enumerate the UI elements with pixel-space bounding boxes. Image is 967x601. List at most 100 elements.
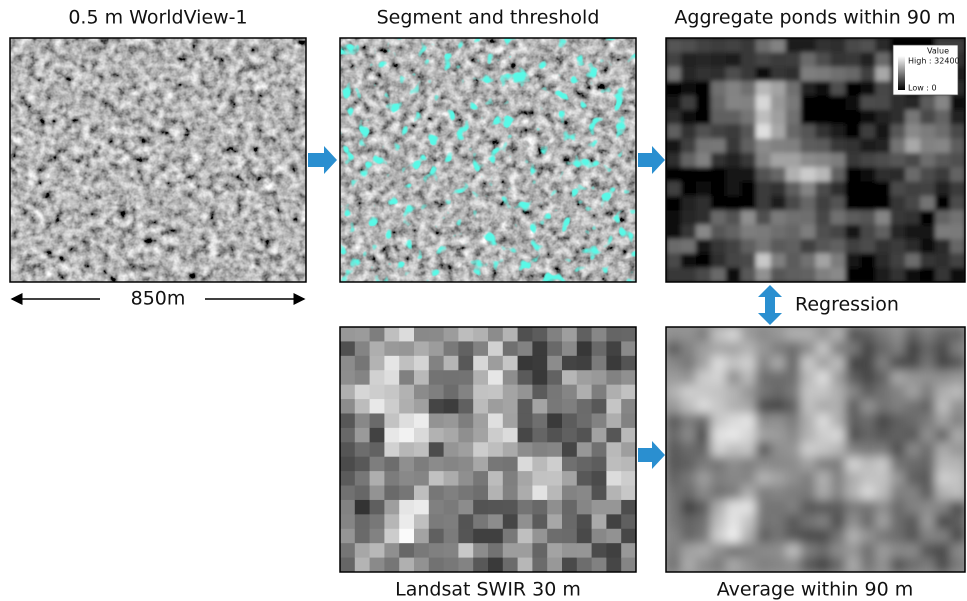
pixel: [845, 225, 861, 240]
pixel: [696, 52, 712, 67]
pixel: [726, 457, 742, 472]
pixel: [890, 210, 906, 225]
pixel: [711, 529, 727, 544]
pixel: [503, 457, 518, 472]
pixel: [399, 413, 414, 428]
pixel: [950, 500, 966, 515]
pixel: [905, 514, 921, 529]
pixel: [950, 399, 966, 414]
pixel: [890, 558, 906, 573]
pixel: [860, 153, 876, 168]
pixel: [950, 225, 966, 240]
pixel: [518, 370, 533, 385]
pixel: [696, 543, 712, 558]
pixel: [816, 385, 832, 400]
pixel: [950, 356, 966, 371]
pixel: [606, 486, 621, 501]
pixel: [681, 514, 697, 529]
pixel: [726, 385, 742, 400]
pixel: [756, 500, 772, 515]
pixel: [801, 514, 817, 529]
pixel: [905, 196, 921, 211]
pixel: [905, 457, 921, 472]
pixel: [577, 471, 592, 486]
pixel: [711, 471, 727, 486]
pixel: [592, 385, 607, 400]
pixel: [905, 385, 921, 400]
pixel: [771, 500, 787, 515]
pixel: [681, 399, 697, 414]
pixel: [666, 225, 682, 240]
pixel: [547, 514, 562, 529]
pixel: [830, 182, 846, 197]
pixel: [518, 413, 533, 428]
pixel: [816, 413, 832, 428]
pixel: [399, 486, 414, 501]
pixel: [681, 52, 697, 67]
pixel: [711, 370, 727, 385]
pixel: [801, 341, 817, 356]
pixel: [518, 428, 533, 443]
pixel: [756, 385, 772, 400]
pixel: [786, 239, 802, 254]
pixel: [592, 543, 607, 558]
pixel: [666, 253, 682, 268]
pixel: [532, 442, 547, 457]
pixel: [875, 182, 891, 197]
pixel: [816, 442, 832, 457]
pixel: [414, 471, 429, 486]
pixel: [696, 124, 712, 139]
pixel: [830, 138, 846, 153]
pixel: [801, 457, 817, 472]
pixel: [562, 457, 577, 472]
pixel: [577, 370, 592, 385]
pixel: [845, 356, 861, 371]
pixel: [696, 413, 712, 428]
pixel: [786, 514, 802, 529]
pixel: [562, 486, 577, 501]
pixel: [473, 457, 488, 472]
pixel: [935, 471, 951, 486]
pixel: [756, 167, 772, 182]
pixel: [681, 81, 697, 96]
pixel: [370, 341, 385, 356]
relation-label: Regression: [795, 294, 899, 316]
pixel: [370, 543, 385, 558]
pixel: [355, 558, 370, 573]
pixel: [681, 529, 697, 544]
pixel: [340, 486, 355, 501]
pixel: [801, 110, 817, 125]
pixel: [786, 268, 802, 283]
pixel: [666, 182, 682, 197]
pixel: [399, 514, 414, 529]
pixel: [666, 327, 682, 342]
pixel: [860, 471, 876, 486]
pixel: [830, 399, 846, 414]
pixel: [741, 182, 757, 197]
pixel: [830, 356, 846, 371]
pixel: [384, 471, 399, 486]
pixel: [801, 543, 817, 558]
pixel: [786, 457, 802, 472]
pixel: [860, 413, 876, 428]
pixel: [606, 385, 621, 400]
pixel: [726, 225, 742, 240]
pixel: [905, 153, 921, 168]
pixel: [621, 558, 636, 573]
pixel: [741, 67, 757, 82]
pixel: [741, 428, 757, 443]
pixel: [444, 428, 459, 443]
pixel: [860, 81, 876, 96]
pixel: [414, 543, 429, 558]
pixel: [429, 457, 444, 472]
pixel: [830, 385, 846, 400]
pixel: [830, 457, 846, 472]
pixel: [741, 210, 757, 225]
pixel: [756, 52, 772, 67]
pixel: [786, 399, 802, 414]
pixel: [786, 38, 802, 53]
pixel: [890, 341, 906, 356]
pixel: [845, 239, 861, 254]
pixel: [399, 529, 414, 544]
pixel: [458, 514, 473, 529]
